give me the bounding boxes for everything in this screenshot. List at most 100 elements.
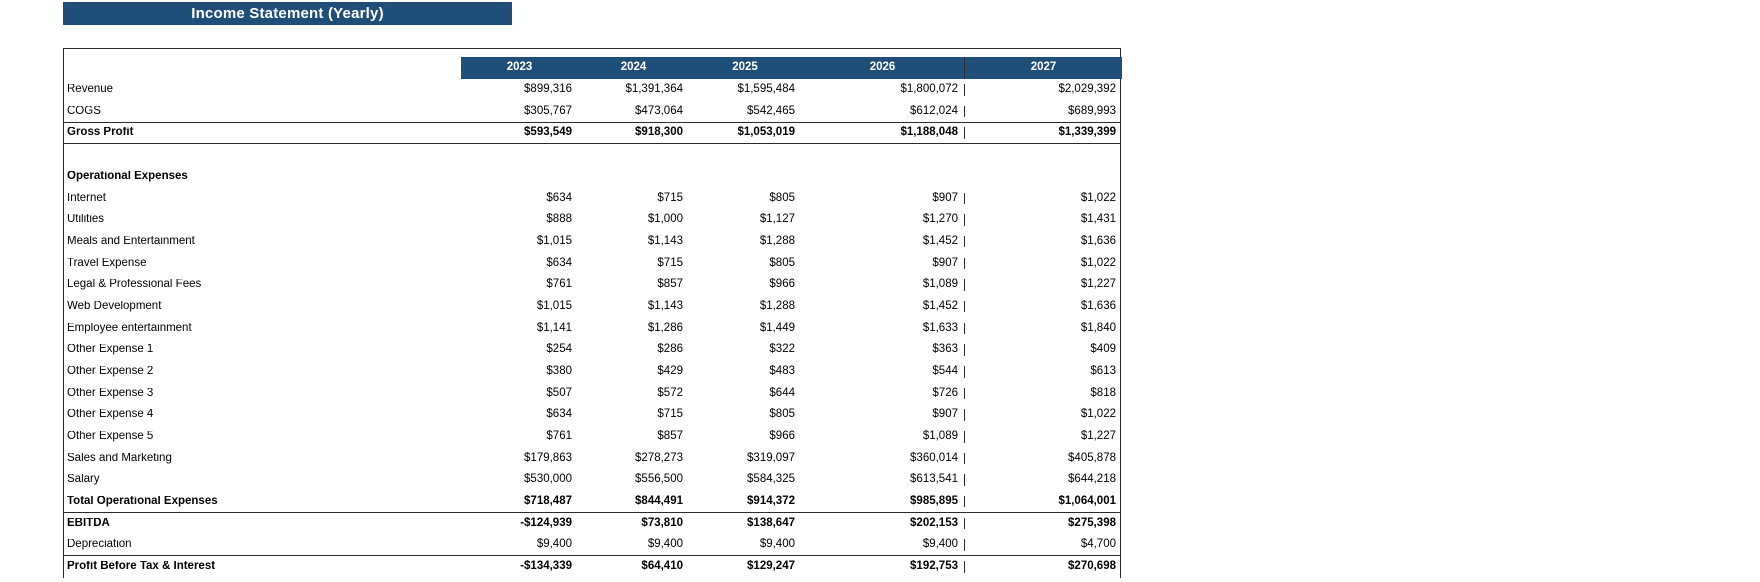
row-label[interactable]: Depreciation bbox=[67, 539, 132, 551]
cell-value[interactable]: $473,064 bbox=[635, 104, 683, 117]
cell-value[interactable]: $857 bbox=[657, 430, 683, 443]
row-label[interactable]: Sales and Marketing bbox=[67, 452, 172, 464]
cell-value[interactable]: $1,143 bbox=[647, 234, 683, 247]
row-label[interactable]: EBITDA bbox=[67, 517, 110, 529]
cell-value[interactable]: $966 bbox=[769, 278, 795, 291]
cell-value[interactable]: $613 bbox=[964, 366, 1122, 378]
year-header-2023[interactable]: 2023 bbox=[461, 57, 578, 79]
row-label[interactable]: Other Expense 4 bbox=[67, 409, 154, 421]
cell-value[interactable]: $899,316 bbox=[524, 83, 572, 96]
cell-value[interactable]: $542,465 bbox=[747, 104, 795, 117]
cell-value[interactable]: $689,993 bbox=[964, 105, 1122, 118]
cell-value[interactable]: -$124,939 bbox=[520, 516, 572, 529]
cell-value[interactable]: $1,452 bbox=[922, 299, 958, 312]
cell-value[interactable]: $907 bbox=[932, 191, 958, 204]
cell-value[interactable]: $4,700 bbox=[964, 539, 1122, 551]
cell-value[interactable]: $530,000 bbox=[524, 473, 572, 486]
cell-value[interactable]: $1,127 bbox=[759, 213, 795, 226]
cell-value[interactable]: $9,400 bbox=[759, 538, 795, 551]
cell-value[interactable]: $138,647 bbox=[747, 516, 795, 529]
cell-value[interactable]: $1,188,048 bbox=[900, 126, 958, 139]
cell-value[interactable]: $966 bbox=[769, 430, 795, 443]
cell-value[interactable]: $805 bbox=[769, 256, 795, 269]
row-label[interactable]: Other Expense 3 bbox=[67, 387, 154, 399]
cell-value[interactable]: $556,500 bbox=[635, 473, 683, 486]
cell-value[interactable]: $715 bbox=[657, 256, 683, 269]
cell-value[interactable]: $1,015 bbox=[536, 299, 572, 312]
cell-value[interactable]: $1,595,484 bbox=[737, 83, 795, 96]
cell-value[interactable]: $907 bbox=[932, 408, 958, 421]
cell-value[interactable]: $1,227 bbox=[964, 279, 1122, 291]
cell-value[interactable]: $1,288 bbox=[759, 234, 795, 247]
cell-value[interactable]: $805 bbox=[769, 191, 795, 204]
cell-value[interactable]: $593,549 bbox=[524, 126, 572, 139]
cell-value[interactable]: $634 bbox=[546, 408, 572, 421]
cell-value[interactable]: $805 bbox=[769, 408, 795, 421]
cell-value[interactable]: $857 bbox=[657, 278, 683, 291]
row-label[interactable]: Internet bbox=[67, 192, 106, 204]
cell-value[interactable]: $507 bbox=[546, 386, 572, 399]
cell-value[interactable]: $715 bbox=[657, 191, 683, 204]
row-label[interactable]: Employee entertainment bbox=[67, 322, 192, 334]
cell-value[interactable]: $1,000 bbox=[647, 213, 683, 226]
cell-value[interactable]: $483 bbox=[769, 365, 795, 378]
cell-value[interactable]: $275,398 bbox=[964, 517, 1122, 530]
cell-value[interactable]: $1,431 bbox=[964, 214, 1122, 226]
cell-value[interactable]: $270,698 bbox=[964, 561, 1122, 573]
cell-value[interactable]: $278,273 bbox=[635, 451, 683, 464]
row-label[interactable]: Web Development bbox=[67, 300, 162, 312]
row-label[interactable]: Operational Expenses bbox=[67, 170, 188, 182]
row-label[interactable]: Utilities bbox=[67, 214, 105, 226]
cell-value[interactable]: $634 bbox=[546, 191, 572, 204]
cell-value[interactable]: $9,400 bbox=[922, 538, 958, 551]
cell-value[interactable]: $844,491 bbox=[635, 494, 683, 507]
cell-value[interactable]: $64,410 bbox=[641, 560, 683, 573]
cell-value[interactable]: $429 bbox=[657, 365, 683, 378]
cell-value[interactable]: $192,753 bbox=[910, 560, 958, 573]
row-label[interactable]: Other Expense 5 bbox=[67, 431, 154, 443]
row-label[interactable]: Total Operational Expenses bbox=[67, 495, 218, 507]
cell-value[interactable]: $1,227 bbox=[964, 431, 1122, 443]
row-label[interactable]: Other Expense 2 bbox=[67, 366, 154, 378]
cell-value[interactable]: $1,286 bbox=[647, 321, 683, 334]
row-label[interactable]: Meals and Entertainment bbox=[67, 235, 195, 247]
cell-value[interactable]: $380 bbox=[546, 365, 572, 378]
cell-value[interactable]: $179,863 bbox=[524, 451, 572, 464]
cell-value[interactable]: $319,097 bbox=[747, 451, 795, 464]
cell-value[interactable]: $2,029,392 bbox=[964, 84, 1122, 96]
cell-value[interactable]: $584,325 bbox=[747, 473, 795, 486]
cell-value[interactable]: $1,339,399 bbox=[964, 127, 1122, 139]
row-label[interactable]: COGS bbox=[67, 105, 101, 117]
cell-value[interactable]: $1,022 bbox=[964, 257, 1122, 270]
cell-value[interactable]: $634 bbox=[546, 256, 572, 269]
row-label[interactable]: Salary bbox=[67, 474, 100, 486]
cell-value[interactable]: $73,810 bbox=[641, 516, 683, 529]
cell-value[interactable]: $761 bbox=[546, 278, 572, 291]
cell-value[interactable]: $9,400 bbox=[647, 538, 683, 551]
cell-value[interactable]: $1,840 bbox=[964, 322, 1122, 335]
cell-value[interactable]: -$134,339 bbox=[520, 560, 572, 573]
cell-value[interactable]: $1,636 bbox=[964, 300, 1122, 313]
cell-value[interactable]: $363 bbox=[932, 343, 958, 356]
cell-value[interactable]: $1,391,364 bbox=[625, 83, 683, 96]
cell-value[interactable]: $1,053,019 bbox=[737, 126, 795, 139]
cell-value[interactable]: $1,141 bbox=[536, 321, 572, 334]
cell-value[interactable]: $409 bbox=[964, 344, 1122, 356]
cell-value[interactable]: $1,089 bbox=[922, 430, 958, 443]
cell-value[interactable]: $129,247 bbox=[747, 560, 795, 573]
cell-value[interactable]: $1,143 bbox=[647, 299, 683, 312]
cell-value[interactable]: $1,800,072 bbox=[900, 83, 958, 96]
row-label[interactable]: Other Expense 1 bbox=[67, 344, 154, 356]
cell-value[interactable]: $405,878 bbox=[964, 452, 1122, 465]
cell-value[interactable]: $1,270 bbox=[922, 213, 958, 226]
row-label[interactable]: Profit Before Tax & Interest bbox=[67, 561, 216, 573]
cell-value[interactable]: $1,636 bbox=[964, 235, 1122, 248]
cell-value[interactable]: $1,452 bbox=[922, 234, 958, 247]
cell-value[interactable]: $715 bbox=[657, 408, 683, 421]
cell-value[interactable]: $761 bbox=[546, 430, 572, 443]
year-header-2025[interactable]: 2025 bbox=[689, 57, 801, 79]
cell-value[interactable]: $918,300 bbox=[635, 126, 683, 139]
cell-value[interactable]: $1,064,001 bbox=[964, 495, 1122, 508]
year-header-2024[interactable]: 2024 bbox=[578, 57, 689, 79]
year-header-2027[interactable]: 2027 bbox=[964, 57, 1122, 79]
